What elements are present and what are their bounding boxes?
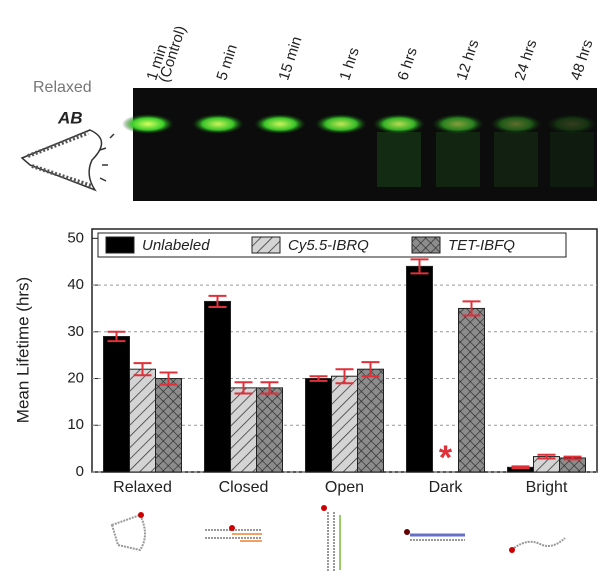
x-tick-label: Bright <box>526 479 568 496</box>
bar <box>129 368 156 473</box>
bar <box>331 375 358 473</box>
bar <box>230 387 257 473</box>
gel-smear <box>494 132 538 187</box>
bar <box>256 387 283 473</box>
lane-label: 48 hrs <box>567 38 596 83</box>
lane-label: 12 hrs <box>453 38 482 83</box>
bar <box>204 300 231 473</box>
error-bar <box>260 381 279 395</box>
x-tick-label: Open <box>325 479 364 496</box>
error-bar <box>410 258 429 275</box>
error-bar <box>335 368 354 385</box>
gel-band <box>432 114 484 134</box>
gel-smear <box>436 132 480 187</box>
x-tick-label: Dark <box>429 479 464 496</box>
gel-smear <box>377 132 421 187</box>
gel-band <box>546 114 598 134</box>
legend-swatch <box>251 236 281 254</box>
molecule-sketches <box>110 505 566 572</box>
x-tick-label: Relaxed <box>113 479 172 496</box>
error-bar <box>511 465 530 470</box>
bar <box>406 265 433 473</box>
gel-band <box>315 114 367 134</box>
gel-smear <box>550 132 594 187</box>
legend-swatch <box>105 236 135 254</box>
chart: 0 10 20 30 40 50 Relaxed Closed Open Dark * Bright U… <box>67 229 597 496</box>
lane-label: 15 min <box>275 34 305 82</box>
legend-swatch <box>411 236 441 254</box>
bar <box>103 335 130 473</box>
error-bar <box>208 294 227 309</box>
bar <box>305 378 332 473</box>
error-bar <box>107 330 126 343</box>
error-bar <box>462 300 481 317</box>
error-bar <box>159 371 178 386</box>
legend-label: TET-IBFQ <box>448 237 515 254</box>
y-tick-label: 30 <box>67 323 84 340</box>
gel-band <box>373 114 425 134</box>
gel-band <box>192 114 244 134</box>
bar <box>357 368 384 473</box>
gel-band <box>254 114 306 134</box>
legend-label: Cy5.5-IBRQ <box>288 237 369 254</box>
y-tick-label: 0 <box>76 463 84 480</box>
gel-band <box>490 114 542 134</box>
error-bar <box>563 455 582 461</box>
error-bar <box>361 361 380 378</box>
bar <box>458 307 485 473</box>
construct-label: AB <box>57 108 83 127</box>
y-tick-label: 50 <box>67 229 84 246</box>
error-bar <box>133 362 152 377</box>
y-tick-label: 10 <box>67 416 84 433</box>
null-marker: * <box>439 439 453 477</box>
construct-diagram <box>20 129 115 192</box>
y-tick-label: 20 <box>67 370 84 387</box>
error-bar <box>309 375 328 382</box>
y-axis-label: Mean Lifetime (hrs) <box>13 277 32 423</box>
bar <box>155 378 182 473</box>
gel-band <box>122 114 174 134</box>
lane-label: 5 min <box>213 42 241 82</box>
lane-label: 6 hrs <box>394 45 420 82</box>
y-tick-label: 40 <box>67 276 84 293</box>
gel-image <box>133 88 597 201</box>
error-bar <box>234 381 253 395</box>
lane-label: 24 hrs <box>511 38 540 83</box>
lane-label: 1 hrs <box>336 45 362 82</box>
legend-label: Unlabeled <box>142 237 210 254</box>
gel-label: Relaxed <box>33 79 92 96</box>
x-tick-label: Closed <box>219 479 269 496</box>
gel-lanes <box>122 114 598 187</box>
legend <box>97 232 567 258</box>
error-bar <box>537 453 556 460</box>
